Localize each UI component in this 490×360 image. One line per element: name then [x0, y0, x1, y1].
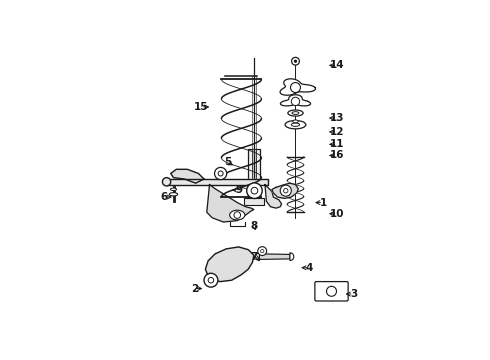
Circle shape [204, 273, 218, 287]
Circle shape [291, 82, 300, 93]
Circle shape [208, 278, 214, 283]
Ellipse shape [285, 121, 306, 129]
Text: 3: 3 [350, 289, 357, 299]
Wedge shape [290, 253, 294, 261]
Circle shape [246, 183, 262, 198]
Polygon shape [205, 247, 254, 282]
Circle shape [292, 57, 299, 65]
Bar [244, 198, 264, 205]
Text: 11: 11 [330, 139, 344, 149]
Circle shape [261, 249, 264, 253]
Circle shape [215, 167, 227, 180]
Polygon shape [280, 79, 316, 95]
Circle shape [218, 171, 223, 176]
Text: 15: 15 [194, 102, 208, 112]
Circle shape [234, 212, 241, 219]
Bar [252, 149, 256, 198]
Circle shape [284, 188, 288, 193]
Polygon shape [259, 254, 290, 260]
Polygon shape [207, 185, 254, 222]
Circle shape [258, 247, 267, 256]
Ellipse shape [293, 120, 298, 123]
Ellipse shape [292, 112, 299, 114]
Text: 5: 5 [224, 157, 231, 167]
Ellipse shape [162, 177, 171, 186]
Ellipse shape [170, 193, 178, 196]
Text: 16: 16 [330, 150, 344, 161]
Circle shape [251, 187, 258, 194]
Text: 2: 2 [191, 284, 198, 293]
Wedge shape [256, 253, 259, 261]
Ellipse shape [171, 188, 176, 190]
FancyBboxPatch shape [315, 282, 348, 301]
Bar [248, 149, 260, 198]
Polygon shape [167, 179, 268, 185]
Circle shape [294, 59, 297, 63]
Text: 14: 14 [330, 60, 344, 70]
Circle shape [280, 185, 292, 196]
Text: 7: 7 [250, 252, 258, 262]
Text: 4: 4 [306, 263, 313, 273]
Text: 1: 1 [319, 198, 327, 208]
Polygon shape [272, 183, 298, 198]
Polygon shape [265, 185, 282, 208]
Text: 6: 6 [160, 192, 168, 202]
Polygon shape [280, 95, 311, 106]
Ellipse shape [292, 123, 300, 126]
Circle shape [292, 97, 300, 105]
Text: 8: 8 [250, 221, 258, 231]
Ellipse shape [288, 110, 303, 116]
Ellipse shape [230, 210, 245, 220]
Text: 12: 12 [330, 127, 344, 137]
Text: 10: 10 [330, 209, 344, 219]
Circle shape [326, 286, 337, 296]
Text: 9: 9 [235, 185, 242, 195]
Text: 13: 13 [330, 113, 344, 123]
Polygon shape [171, 169, 204, 183]
